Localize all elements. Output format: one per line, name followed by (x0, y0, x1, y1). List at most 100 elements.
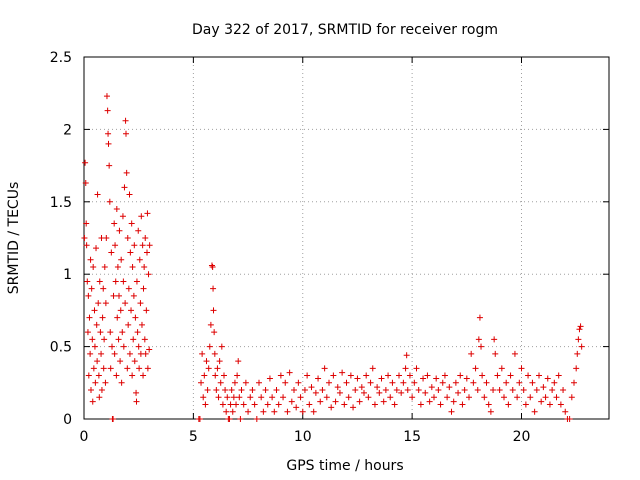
data-point (336, 389, 343, 396)
y-tick-label: 2 (63, 122, 72, 138)
data-point (138, 321, 145, 328)
data-point (457, 372, 464, 379)
data-point (219, 401, 226, 408)
data-point (463, 375, 470, 382)
data-point (95, 372, 102, 379)
data-point (507, 372, 514, 379)
data-point (400, 379, 407, 386)
data-point (207, 321, 214, 328)
data-point (435, 387, 442, 394)
data-point (275, 401, 282, 408)
data-point (398, 389, 405, 396)
data-point (205, 365, 212, 372)
data-point (253, 416, 260, 422)
data-point (93, 245, 100, 252)
data-point (137, 300, 144, 307)
data-point (529, 379, 536, 386)
x-tick-label: 10 (294, 429, 312, 445)
data-point (450, 398, 457, 405)
data-point (266, 375, 273, 382)
y-tick-label: 1.5 (50, 195, 72, 211)
data-point (131, 358, 138, 365)
data-point (146, 242, 153, 249)
data-point (228, 387, 235, 394)
data-point (125, 321, 132, 328)
data-point (111, 220, 118, 227)
data-point (245, 408, 252, 415)
x-tick-label: 5 (189, 429, 198, 445)
data-point (387, 394, 394, 401)
data-point (217, 379, 224, 386)
data-point (103, 93, 110, 100)
data-point (492, 350, 499, 357)
data-point (378, 375, 385, 382)
data-point (124, 235, 131, 241)
data-point (201, 372, 208, 379)
data-point (540, 384, 547, 391)
data-point (312, 389, 319, 396)
data-point (118, 379, 125, 386)
data-point (260, 408, 267, 415)
data-point (118, 256, 125, 263)
data-point (560, 387, 567, 394)
data-point (317, 398, 324, 405)
data-point (95, 300, 102, 307)
data-point (258, 394, 265, 401)
data-point (144, 365, 151, 372)
data-point (520, 387, 527, 394)
data-point (126, 191, 133, 198)
data-point (121, 184, 128, 191)
data-point (223, 408, 230, 415)
data-point (352, 387, 359, 394)
data-point (211, 329, 218, 336)
data-point (326, 379, 332, 386)
data-point (93, 321, 100, 328)
data-point (212, 372, 219, 379)
data-point (85, 292, 92, 299)
data-point (288, 398, 295, 405)
data-point (97, 329, 104, 336)
data-point (361, 389, 367, 396)
data-point (269, 394, 276, 401)
data-point (222, 387, 229, 394)
data-point (503, 379, 510, 386)
data-point (491, 336, 498, 343)
data-point (553, 394, 560, 401)
data-point (293, 404, 300, 411)
data-point (120, 278, 127, 285)
data-point (102, 379, 109, 386)
data-point (129, 263, 136, 270)
data-point (88, 387, 94, 394)
data-point (125, 285, 132, 292)
data-point (139, 242, 146, 249)
data-point (226, 416, 233, 422)
data-point (391, 401, 398, 408)
data-point (382, 387, 389, 394)
data-point (271, 408, 278, 415)
data-point (334, 384, 341, 391)
data-point (127, 249, 134, 256)
data-point (230, 394, 237, 401)
data-point (111, 350, 118, 357)
data-point (354, 375, 361, 382)
data-point (229, 408, 236, 415)
data-point (120, 343, 127, 350)
data-point (108, 249, 115, 256)
data-point (574, 350, 581, 357)
data-point (455, 389, 462, 396)
data-point (103, 235, 110, 241)
data-point (113, 206, 120, 213)
data-point (448, 408, 455, 415)
data-point (124, 365, 131, 372)
data-point (117, 358, 124, 365)
data-point (203, 358, 210, 365)
data-series (81, 93, 585, 422)
x-tick-labels: 0 5 10 15 20 (80, 429, 531, 445)
data-point (481, 394, 488, 401)
data-point (459, 401, 466, 408)
data-point (310, 408, 317, 415)
data-point (236, 394, 243, 401)
data-point (501, 394, 507, 401)
data-point (339, 369, 346, 376)
